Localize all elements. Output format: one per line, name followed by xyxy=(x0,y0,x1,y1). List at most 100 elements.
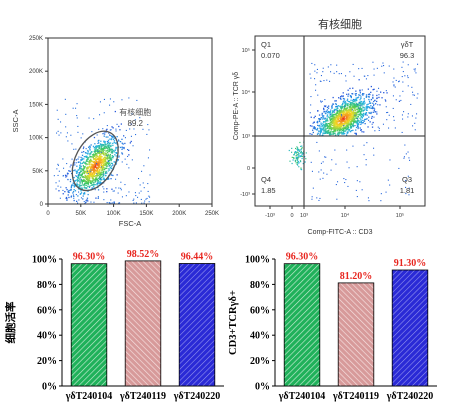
event-dot xyxy=(101,168,104,171)
event-dot xyxy=(79,175,81,177)
event-dot xyxy=(124,158,126,160)
event-dot xyxy=(99,164,101,166)
event-dot xyxy=(363,109,366,111)
event-dot xyxy=(81,173,83,175)
event-dot xyxy=(73,148,75,150)
event-dot xyxy=(106,202,108,204)
event-dot xyxy=(82,170,84,172)
event-dot xyxy=(84,179,86,182)
event-dot xyxy=(310,116,312,118)
event-dot xyxy=(91,180,93,182)
event-dot xyxy=(114,110,116,113)
event-dot xyxy=(81,184,83,187)
event-dot xyxy=(344,132,346,135)
event-dot xyxy=(109,129,111,131)
event-dot xyxy=(78,169,80,171)
event-dot xyxy=(398,100,401,102)
event-dot xyxy=(71,173,73,175)
event-dot xyxy=(354,114,356,116)
event-dot xyxy=(353,106,355,108)
event-dot xyxy=(93,201,95,203)
event-dot xyxy=(110,145,112,148)
event-dot xyxy=(90,180,92,182)
event-dot xyxy=(370,107,373,109)
event-dot xyxy=(359,110,361,113)
event-dot xyxy=(115,152,117,154)
event-dot xyxy=(309,73,311,75)
event-dot xyxy=(365,118,367,120)
event-dot xyxy=(372,94,374,96)
event-dot xyxy=(358,94,360,96)
event-dot xyxy=(110,199,112,201)
event-dot xyxy=(88,162,91,164)
event-dot xyxy=(325,125,327,127)
event-dot xyxy=(354,120,357,122)
event-dot xyxy=(325,122,327,125)
event-dot xyxy=(297,148,299,150)
event-dot xyxy=(389,159,391,161)
event-dot xyxy=(107,161,109,163)
event-dot xyxy=(110,144,112,146)
event-dot xyxy=(87,149,89,152)
event-dot xyxy=(348,128,351,131)
event-dot xyxy=(355,116,357,118)
event-dot xyxy=(360,101,362,103)
event-dot xyxy=(93,184,96,186)
event-dot xyxy=(373,68,375,70)
event-dot xyxy=(327,125,329,127)
event-dot xyxy=(60,132,62,134)
event-dot xyxy=(296,148,298,150)
event-dot xyxy=(416,113,418,115)
event-dot xyxy=(115,148,117,150)
event-dot xyxy=(323,80,325,82)
event-dot xyxy=(333,130,335,132)
category-label: γδT240119 xyxy=(119,391,166,402)
y-tick-label: 40% xyxy=(37,331,57,342)
event-dot xyxy=(325,120,328,122)
event-dot xyxy=(334,113,337,116)
event-dot xyxy=(107,144,109,146)
y-axis-label: SSC-A xyxy=(11,110,20,133)
event-dot xyxy=(345,123,347,125)
event-dot xyxy=(85,179,88,181)
event-dot xyxy=(112,144,114,147)
event-dot xyxy=(344,100,346,103)
event-dot xyxy=(80,137,82,139)
event-dot xyxy=(106,191,108,193)
event-dot xyxy=(335,114,338,117)
event-dot xyxy=(346,110,348,112)
y-tick-label: 50K xyxy=(32,169,43,175)
event-dot xyxy=(297,162,299,164)
y-tick-label: 10⁵ xyxy=(242,47,250,54)
event-dot xyxy=(99,156,101,158)
event-dot xyxy=(339,123,341,125)
event-dot xyxy=(101,169,103,172)
event-dot xyxy=(331,106,333,108)
event-dot xyxy=(320,75,322,77)
event-dot xyxy=(336,109,338,111)
event-dot xyxy=(83,151,85,153)
event-dot xyxy=(318,171,320,173)
event-dot xyxy=(393,77,395,79)
event-dot xyxy=(93,172,95,174)
event-dot xyxy=(80,193,82,195)
event-dot xyxy=(133,202,135,204)
event-dot xyxy=(330,123,332,126)
event-dot xyxy=(102,162,104,164)
event-dot xyxy=(324,131,327,134)
x-tick-label: 10⁴ xyxy=(341,212,350,219)
event-dot xyxy=(376,90,378,92)
event-dot xyxy=(393,84,395,86)
quadrant-q3-value: 1.81 xyxy=(400,186,415,195)
event-dot xyxy=(357,120,360,122)
event-dot xyxy=(357,124,359,126)
event-dot xyxy=(334,125,336,127)
event-dot xyxy=(146,197,148,199)
event-dot xyxy=(77,202,79,204)
event-dot xyxy=(352,108,354,110)
event-dot xyxy=(104,141,106,143)
event-dot xyxy=(97,166,99,168)
event-dot xyxy=(128,191,130,193)
y-tick-label: 0 xyxy=(40,202,44,208)
event-dot xyxy=(65,176,67,178)
